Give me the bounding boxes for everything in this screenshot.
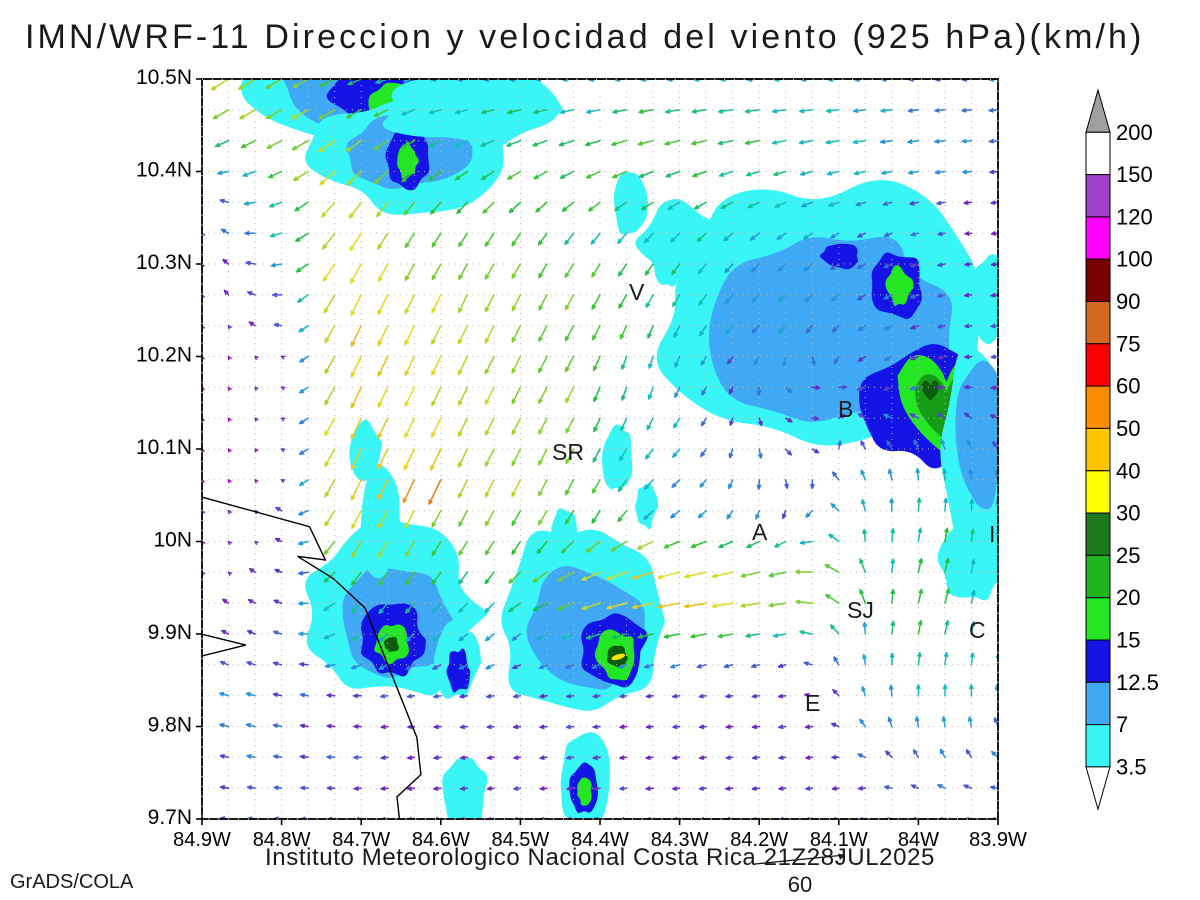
svg-text:90: 90 — [1116, 289, 1140, 314]
svg-text:25: 25 — [1116, 543, 1140, 568]
svg-text:10.4N: 10.4N — [136, 159, 192, 182]
svg-text:B: B — [838, 396, 853, 422]
svg-text:10N: 10N — [153, 529, 192, 552]
svg-text:9.7N: 9.7N — [148, 806, 192, 829]
svg-text:3.5: 3.5 — [1116, 754, 1147, 779]
svg-text:SJ: SJ — [847, 597, 874, 623]
svg-text:60: 60 — [1116, 374, 1140, 399]
svg-text:10.3N: 10.3N — [136, 251, 192, 274]
svg-text:A: A — [752, 519, 768, 545]
svg-text:40: 40 — [1116, 458, 1140, 483]
svg-text:84.9W: 84.9W — [173, 829, 231, 851]
svg-text:200: 200 — [1116, 120, 1153, 145]
svg-text:E: E — [805, 690, 820, 716]
svg-text:Instituto Meteorologico Nacion: Instituto Meteorologico Nacional Costa R… — [265, 844, 935, 871]
svg-text:GrADS/COLA: GrADS/COLA — [10, 871, 134, 893]
svg-text:9.8N: 9.8N — [148, 714, 192, 737]
svg-text:60: 60 — [788, 872, 812, 897]
svg-text:120: 120 — [1116, 204, 1153, 229]
svg-text:100: 100 — [1116, 247, 1153, 272]
svg-text:SR: SR — [552, 439, 584, 465]
svg-text:I: I — [989, 521, 995, 547]
svg-text:12.5: 12.5 — [1116, 670, 1159, 695]
svg-text:10.2N: 10.2N — [136, 344, 192, 367]
svg-text:10.1N: 10.1N — [136, 436, 192, 459]
svg-text:C: C — [969, 617, 986, 643]
svg-text:IMN/WRF-11 Direccion y velocid: IMN/WRF-11 Direccion y velocidad del vie… — [25, 18, 1144, 56]
svg-text:50: 50 — [1116, 416, 1140, 441]
svg-text:150: 150 — [1116, 162, 1153, 187]
svg-text:15: 15 — [1116, 628, 1140, 653]
svg-text:10.5N: 10.5N — [136, 66, 192, 89]
svg-text:9.9N: 9.9N — [148, 621, 192, 644]
svg-text:75: 75 — [1116, 331, 1140, 356]
svg-text:7: 7 — [1116, 712, 1128, 737]
svg-text:20: 20 — [1116, 585, 1140, 610]
svg-text:V: V — [629, 279, 645, 305]
svg-text:83.9W: 83.9W — [969, 829, 1027, 851]
svg-text:30: 30 — [1116, 501, 1140, 526]
